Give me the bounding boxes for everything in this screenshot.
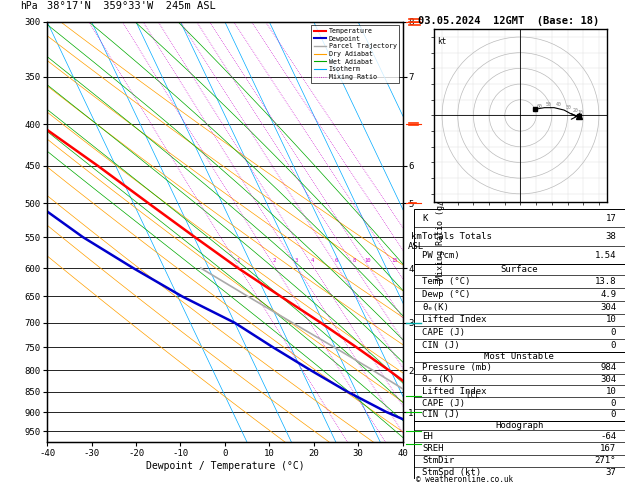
- Text: Mixing Ratio (g/kg): Mixing Ratio (g/kg): [436, 185, 445, 279]
- Text: Totals Totals: Totals Totals: [422, 232, 492, 241]
- Bar: [414, 421, 625, 479]
- Text: 4.9: 4.9: [600, 290, 616, 299]
- Text: -64: -64: [600, 432, 616, 441]
- Text: 10: 10: [365, 258, 371, 263]
- Text: 40: 40: [555, 102, 562, 107]
- Text: 0: 0: [611, 399, 616, 408]
- Text: Temp (°C): Temp (°C): [422, 277, 470, 286]
- Bar: [414, 209, 625, 264]
- Text: 10: 10: [577, 110, 582, 115]
- Text: CIN (J): CIN (J): [422, 341, 460, 350]
- Text: 38°17'N  359°33'W  245m ASL: 38°17'N 359°33'W 245m ASL: [47, 1, 216, 11]
- Text: 984: 984: [600, 363, 616, 372]
- Text: CIN (J): CIN (J): [422, 410, 460, 419]
- Text: 15: 15: [391, 258, 398, 263]
- Text: 30: 30: [565, 104, 571, 109]
- Bar: [414, 264, 625, 352]
- Text: θₑ(K): θₑ(K): [422, 303, 449, 312]
- Text: 0: 0: [611, 410, 616, 419]
- Text: SREH: SREH: [422, 444, 444, 453]
- Text: PW (cm): PW (cm): [422, 251, 460, 260]
- Text: 8: 8: [352, 258, 355, 263]
- Text: Most Unstable: Most Unstable: [484, 352, 554, 362]
- Text: 4: 4: [311, 258, 314, 263]
- Text: Lifted Index: Lifted Index: [422, 387, 487, 396]
- Text: © weatheronline.co.uk: © weatheronline.co.uk: [416, 474, 513, 484]
- Text: 13.8: 13.8: [594, 277, 616, 286]
- Y-axis label: km
ASL: km ASL: [408, 232, 425, 251]
- Text: 0: 0: [611, 328, 616, 337]
- Text: EH: EH: [422, 432, 433, 441]
- Text: Lifted Index: Lifted Index: [422, 315, 487, 325]
- Text: hPa: hPa: [21, 1, 38, 11]
- Text: 6: 6: [335, 258, 338, 263]
- Text: 1.54: 1.54: [594, 251, 616, 260]
- Text: 20: 20: [572, 108, 578, 113]
- Text: 304: 304: [600, 375, 616, 384]
- Text: LCL: LCL: [467, 391, 481, 399]
- Text: K: K: [422, 214, 428, 223]
- Text: CAPE (J): CAPE (J): [422, 399, 465, 408]
- Bar: [414, 352, 625, 421]
- Text: 1: 1: [237, 258, 240, 263]
- Text: 37: 37: [606, 468, 616, 477]
- Text: kt: kt: [437, 37, 447, 46]
- Text: 17: 17: [606, 214, 616, 223]
- X-axis label: Dewpoint / Temperature (°C): Dewpoint / Temperature (°C): [145, 461, 304, 471]
- Text: Hodograph: Hodograph: [495, 421, 543, 430]
- Text: 38: 38: [606, 232, 616, 241]
- Text: Surface: Surface: [501, 265, 538, 274]
- Text: 2: 2: [272, 258, 276, 263]
- Text: Pressure (mb): Pressure (mb): [422, 363, 492, 372]
- Text: 3: 3: [294, 258, 298, 263]
- Text: 0: 0: [611, 341, 616, 350]
- Text: StmDir: StmDir: [422, 456, 455, 465]
- Text: CAPE (J): CAPE (J): [422, 328, 465, 337]
- Text: Dewp (°C): Dewp (°C): [422, 290, 470, 299]
- Text: 50: 50: [546, 102, 552, 107]
- Text: 10: 10: [606, 315, 616, 325]
- Text: θₑ (K): θₑ (K): [422, 375, 455, 384]
- Text: 03.05.2024  12GMT  (Base: 18): 03.05.2024 12GMT (Base: 18): [418, 16, 599, 26]
- Text: 60: 60: [537, 104, 542, 109]
- Text: 167: 167: [600, 444, 616, 453]
- Text: 10: 10: [606, 387, 616, 396]
- Text: StmSpd (kt): StmSpd (kt): [422, 468, 481, 477]
- Text: 271°: 271°: [594, 456, 616, 465]
- Text: 304: 304: [600, 303, 616, 312]
- Legend: Temperature, Dewpoint, Parcel Trajectory, Dry Adiabat, Wet Adiabat, Isotherm, Mi: Temperature, Dewpoint, Parcel Trajectory…: [311, 25, 399, 83]
